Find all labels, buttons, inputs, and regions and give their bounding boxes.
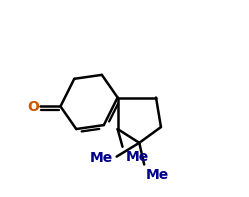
Text: Me: Me xyxy=(89,151,113,165)
Text: O: O xyxy=(28,100,39,114)
Text: Me: Me xyxy=(146,168,169,182)
Text: Me: Me xyxy=(125,150,149,164)
